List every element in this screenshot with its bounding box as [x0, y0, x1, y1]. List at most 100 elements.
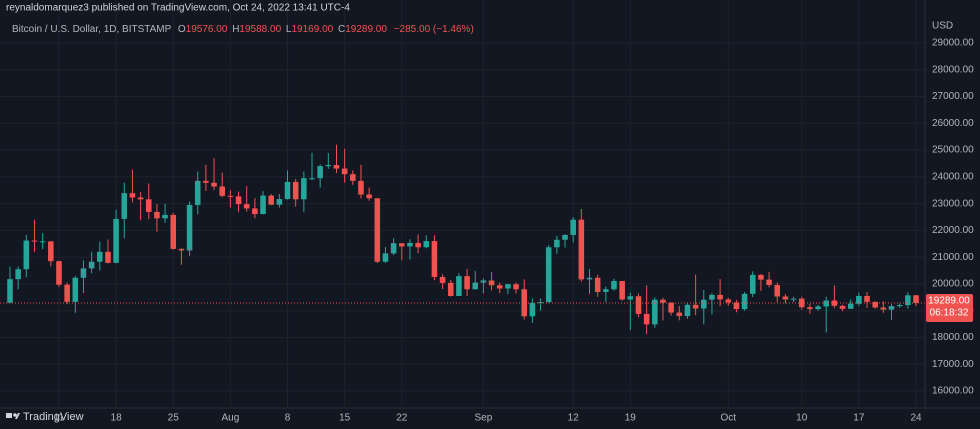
last-price-box — [926, 293, 973, 322]
candle-body — [701, 299, 707, 309]
candle-body — [676, 312, 683, 317]
logo-icon — [15, 413, 20, 419]
candle-body — [529, 302, 536, 317]
x-tick-label: 22 — [396, 413, 408, 424]
x-tick-label: 10 — [796, 413, 808, 424]
candle-body — [619, 280, 625, 300]
candle-body — [113, 218, 119, 263]
last-price-label: 19289.00 — [928, 296, 970, 307]
candle-body — [15, 269, 21, 280]
x-tick-label: 11 — [54, 413, 65, 424]
candle-body — [292, 181, 299, 200]
candle-body — [374, 198, 381, 262]
candle-body — [913, 295, 919, 303]
candle-body — [766, 279, 772, 285]
x-tick-label: 17 — [853, 413, 865, 424]
candle-body — [121, 193, 128, 219]
candle-body — [276, 199, 283, 205]
candle-body — [211, 182, 217, 187]
y-tick-label: 22000.00 — [932, 225, 974, 236]
candle-body — [872, 301, 878, 308]
candle-body — [284, 181, 291, 200]
candle-body — [252, 208, 258, 215]
y-tick-label: 25000.00 — [932, 145, 974, 156]
candle-body — [505, 284, 511, 289]
candle-body — [513, 284, 519, 290]
candle-body — [31, 240, 38, 242]
legend: Bitcoin / U.S. Dollar, 1D, BITSTAMP O195… — [12, 24, 474, 35]
candle-body — [186, 204, 193, 251]
candle-body — [366, 194, 372, 199]
candle-body — [105, 251, 111, 263]
change: −285.00 (−1.46%) — [394, 24, 474, 35]
candle-body — [790, 298, 797, 300]
logo-icon — [13, 413, 17, 417]
x-tick-label: Aug — [221, 413, 239, 424]
candle-body — [782, 296, 789, 300]
x-tick-label: 25 — [168, 413, 180, 424]
publisher-line: reynaldomarquez3 published on TradingVie… — [6, 3, 350, 14]
candle-body — [554, 239, 560, 248]
candle-body — [774, 284, 781, 297]
candle-body — [578, 219, 585, 280]
candle-body — [635, 296, 642, 314]
candle-body — [39, 241, 46, 243]
x-tick-label: 15 — [339, 413, 351, 424]
candle-body — [390, 243, 397, 254]
candle-body — [203, 180, 209, 183]
y-tick-label: 24000.00 — [932, 171, 974, 182]
candle-body — [823, 300, 829, 307]
candle-body — [611, 280, 617, 290]
logo: TradingView — [6, 411, 84, 423]
x-tick-label: 8 — [285, 413, 291, 424]
candle-body — [97, 251, 103, 262]
candle-body — [227, 195, 234, 197]
candle-body — [603, 289, 609, 292]
candle-body — [864, 295, 870, 302]
candle-body — [480, 280, 487, 283]
candle-body — [741, 293, 748, 310]
candle-body — [309, 178, 315, 180]
candle-body — [301, 178, 307, 200]
candle-body — [137, 197, 144, 200]
candle-body — [325, 165, 332, 167]
candle-body — [660, 299, 666, 303]
candle-body — [129, 193, 136, 198]
candle-body — [145, 199, 152, 212]
y-tick-label: 16000.00 — [932, 386, 974, 397]
candle-body — [23, 240, 30, 270]
candle-body — [235, 196, 242, 205]
candle-body — [521, 289, 527, 317]
y-tick-label: 17000.00 — [932, 359, 974, 370]
logo-icon — [6, 413, 12, 418]
candle-body — [562, 234, 568, 240]
candle-body — [88, 261, 95, 269]
y-tick-label: 26000.00 — [932, 118, 974, 129]
candle-body — [472, 282, 479, 290]
candle-body — [815, 306, 821, 310]
candle-body — [415, 242, 421, 248]
candle-body — [178, 248, 185, 251]
candle-body — [268, 195, 274, 205]
candle-body — [48, 241, 54, 262]
ohlc-key: L — [286, 24, 292, 35]
candle-body — [880, 307, 887, 310]
ohlc-key: O — [178, 24, 186, 35]
candle-body — [496, 285, 503, 289]
candle-body — [219, 186, 225, 196]
candle-body — [464, 276, 470, 290]
candle-body — [627, 296, 634, 300]
candle-body — [350, 174, 356, 181]
candle-body — [439, 276, 446, 283]
candle-body — [749, 274, 756, 294]
candle-body — [399, 243, 405, 247]
ohlc-value: 19588.00 — [239, 24, 281, 35]
candle-body — [154, 211, 160, 219]
x-tick-label: 18 — [111, 413, 123, 424]
candle-body — [333, 165, 340, 169]
candle-body — [888, 306, 895, 310]
candle-body — [586, 277, 593, 280]
candle-body — [847, 303, 854, 309]
x-tick-label: 19 — [625, 413, 637, 424]
candle-body — [896, 305, 903, 307]
